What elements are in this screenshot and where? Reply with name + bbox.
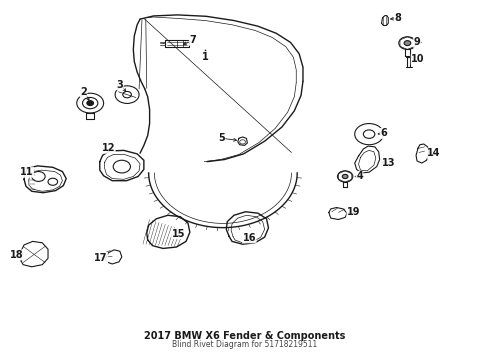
Circle shape	[403, 41, 410, 46]
Text: 7: 7	[189, 35, 196, 45]
Text: 19: 19	[346, 207, 360, 217]
Text: Blind Rivet Diagram for 51718219511: Blind Rivet Diagram for 51718219511	[171, 339, 317, 348]
Text: 18: 18	[10, 250, 23, 260]
Text: 3: 3	[116, 80, 123, 90]
Text: 2017 BMW X6 Fender & Components: 2017 BMW X6 Fender & Components	[143, 332, 345, 342]
Circle shape	[87, 100, 93, 105]
Text: 2: 2	[80, 87, 87, 97]
Text: 1: 1	[202, 51, 208, 62]
Text: 15: 15	[171, 229, 185, 239]
Text: 6: 6	[379, 129, 386, 139]
Text: 16: 16	[242, 233, 256, 243]
Text: 4: 4	[355, 171, 362, 181]
Text: 9: 9	[413, 37, 420, 48]
Text: 12: 12	[102, 143, 115, 153]
Text: 11: 11	[20, 167, 34, 177]
Text: 5: 5	[218, 133, 224, 143]
Circle shape	[342, 174, 347, 179]
Text: 8: 8	[394, 13, 401, 23]
Text: 14: 14	[426, 148, 439, 158]
Text: 17: 17	[94, 253, 107, 262]
Text: 13: 13	[381, 158, 394, 168]
Text: 10: 10	[410, 54, 424, 64]
